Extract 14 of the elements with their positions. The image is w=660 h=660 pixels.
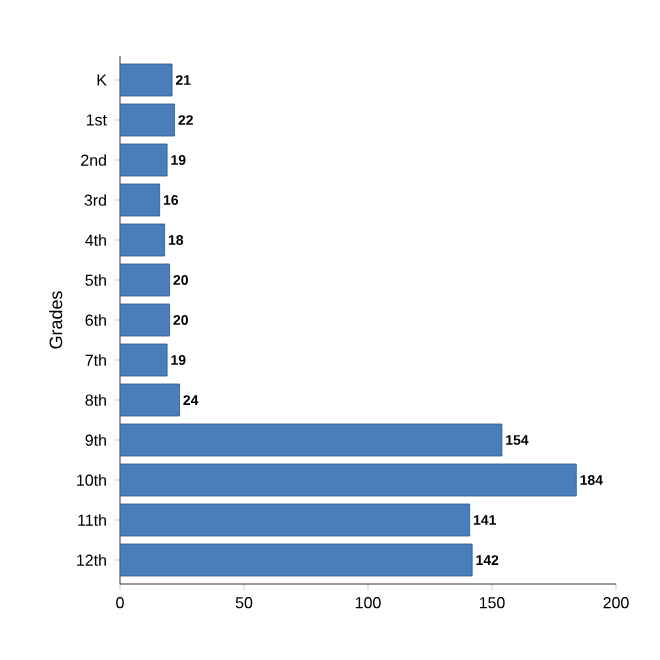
y-axis-title: Grades — [49, 291, 63, 349]
bar — [120, 383, 180, 417]
bar — [120, 343, 168, 377]
bar — [120, 223, 166, 257]
bar — [120, 303, 170, 337]
bar — [120, 183, 161, 217]
bar — [120, 263, 170, 297]
bar — [120, 543, 473, 577]
bar — [120, 423, 503, 457]
bar — [120, 143, 168, 177]
bar — [120, 463, 577, 497]
bar — [120, 63, 173, 97]
bar — [120, 503, 471, 537]
bar — [120, 103, 175, 137]
